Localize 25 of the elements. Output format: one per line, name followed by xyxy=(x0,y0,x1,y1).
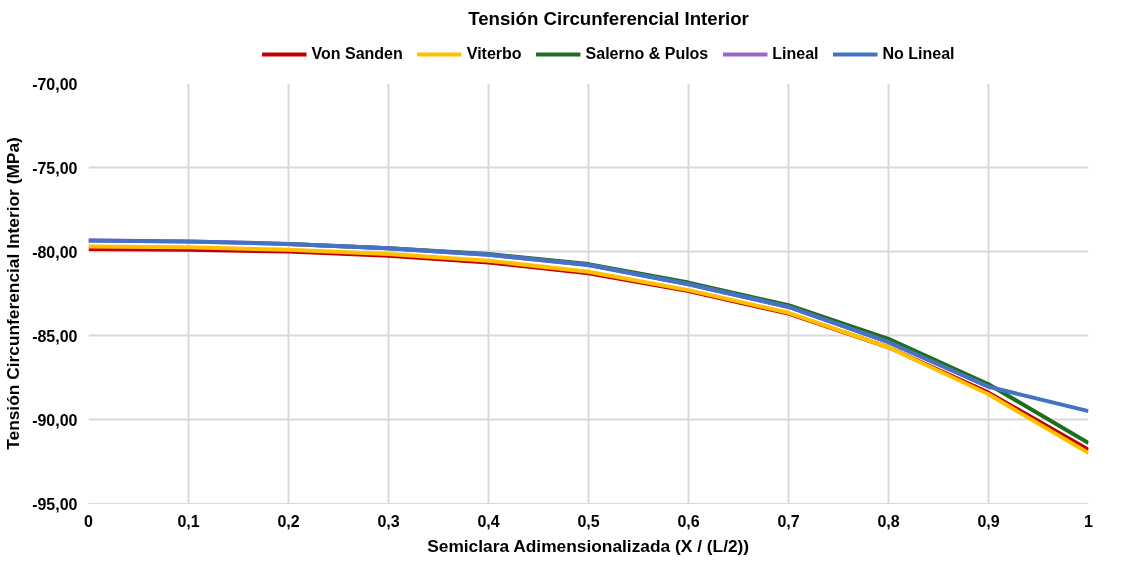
x-tick-label: 0,5 xyxy=(577,512,600,530)
y-tick-label: -75,00 xyxy=(32,159,78,177)
y-tick-label: -70,00 xyxy=(32,75,78,93)
x-tick-label: 0 xyxy=(84,512,94,530)
x-tick-label: 0,8 xyxy=(877,512,900,530)
legend-label: Salerno & Pulos xyxy=(585,45,709,63)
y-tick-label: -95,00 xyxy=(32,495,78,513)
y-tick-label: -80,00 xyxy=(32,243,78,261)
x-axis-title: Semiclara Adimensionalizada (X / (L/2)) xyxy=(427,535,750,556)
x-tick-label: 0,3 xyxy=(377,512,400,530)
x-tick-label: 0,6 xyxy=(677,512,700,530)
chart-title: Tensión Circunferencial Interior xyxy=(468,7,749,29)
x-tick-label: 1 xyxy=(1084,512,1094,530)
legend-label: Von Sanden xyxy=(311,45,403,63)
legend-label: Viterbo xyxy=(466,45,522,63)
x-tick-label: 0,2 xyxy=(277,512,300,530)
x-tick-label: 0,7 xyxy=(777,512,800,530)
x-tick-label: 0,4 xyxy=(477,512,500,530)
x-tick-label: 0,1 xyxy=(177,512,200,530)
y-tick-label: -85,00 xyxy=(32,327,78,345)
y-axis-title: Tensión Circunferencial Interior (MPa) xyxy=(3,137,24,450)
x-tick-label: 0,9 xyxy=(977,512,1000,530)
legend-label: Lineal xyxy=(772,45,819,63)
legend-label: No Lineal xyxy=(882,45,955,63)
y-tick-label: -90,00 xyxy=(32,411,78,429)
